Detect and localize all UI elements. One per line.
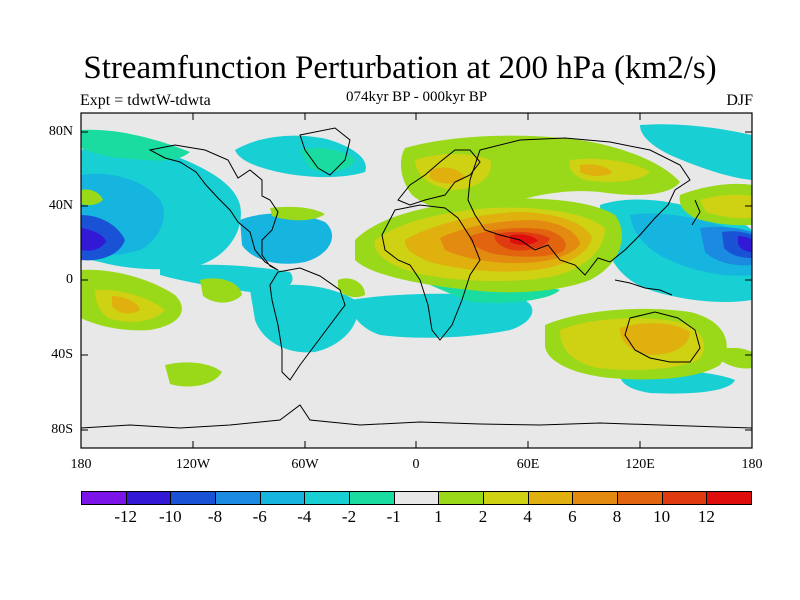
colorbar-box	[215, 491, 261, 505]
green-region-south-pacific	[165, 362, 222, 387]
japan-coast	[691, 199, 701, 226]
plot-title: Streamfunction Perturbation at 200 hPa (…	[83, 50, 717, 86]
orange-core-central-pacific	[112, 296, 140, 314]
europe-coast	[397, 149, 481, 206]
colorbar-box	[438, 491, 484, 505]
colorbar-label: 12	[697, 507, 715, 526]
lat-label-40n: 40N	[48, 198, 73, 213]
green-region-mid-atlantic	[270, 206, 325, 221]
deep-red-core-middle-east	[510, 234, 538, 245]
colorbar-box	[527, 491, 574, 505]
colorbar-box	[661, 491, 708, 505]
colorbar-label: -6	[252, 507, 267, 526]
purple-core-west	[81, 228, 106, 251]
colorbar-label: -4	[297, 507, 312, 526]
colorbar-box	[349, 491, 395, 505]
lat-label-40s: 40S	[51, 347, 73, 362]
lon-label-0: 0	[412, 457, 420, 472]
colorbar-box	[304, 491, 350, 505]
coastlines	[81, 127, 752, 429]
cyan-band-subtropics	[160, 264, 293, 293]
colorbar-label: 1	[434, 507, 443, 526]
colorbar-box	[572, 491, 618, 505]
indonesia-coast	[614, 279, 673, 296]
colorbar-label: -12	[114, 507, 137, 526]
lon-label-120w: 120W	[175, 457, 211, 472]
lon-label-60w: 60W	[291, 457, 319, 472]
cyan-region-arctic-east	[640, 124, 752, 180]
colorbar-label: 10	[653, 507, 671, 526]
cyan-region-north-america	[240, 213, 333, 264]
cyan-region-north-atlantic-east	[300, 148, 355, 172]
south-america-coast	[269, 267, 346, 381]
cyan-region-arctic-west	[81, 129, 190, 161]
lon-ticks	[192, 113, 641, 448]
experiment-label: Expt = tdwtW-tdwta	[80, 92, 211, 109]
lat-label-80s: 80S	[51, 422, 73, 437]
yellow-region-north-pacific-east	[700, 194, 752, 219]
lon-label-60e: 60E	[516, 457, 540, 472]
lon-label-120e: 120E	[625, 457, 655, 472]
orange-core-siberia	[580, 164, 612, 176]
plot-subtitle: 074kyr BP - 000kyr BP	[345, 89, 488, 105]
purple-core-east	[738, 236, 752, 252]
orange-core-europe	[430, 167, 465, 184]
colorbar-label: -1	[386, 507, 401, 526]
australia-coast	[624, 311, 701, 363]
lat-ticks	[81, 131, 752, 431]
green-region-east-atlantic	[338, 278, 365, 298]
colorbar-box	[393, 491, 440, 505]
lon-label-180w: 180	[70, 457, 92, 472]
field-layer	[81, 113, 752, 448]
green-region-south-america-east	[200, 278, 242, 303]
colorbar-box	[706, 491, 752, 505]
cyan-region-south-america	[250, 284, 358, 353]
colorbar-label: 4	[523, 507, 532, 526]
colorbar-label: 2	[478, 507, 488, 526]
green-region-southern-indian	[718, 347, 752, 369]
colorbar-label: 6	[568, 507, 577, 526]
colorbar-label: 8	[612, 507, 622, 526]
colorbar-label: -2	[341, 507, 357, 526]
cyan-band-southern-ocean	[460, 303, 505, 329]
asia-coast	[467, 137, 691, 276]
colorbar-label: -8	[207, 507, 223, 526]
africa-coast	[381, 204, 481, 341]
antarctica-coast	[81, 404, 752, 429]
north-america-coast	[148, 144, 279, 271]
colorbar-box	[617, 491, 663, 505]
colorbar-box	[81, 491, 127, 505]
greenland-coast	[299, 127, 351, 176]
orange-core-australia	[620, 323, 690, 355]
green-region-eurasia-north	[400, 135, 680, 214]
lat-label-80n: 80N	[48, 124, 73, 139]
colorbar-box	[259, 491, 306, 505]
green-region-north-atlantic	[81, 189, 103, 206]
colorbar-box	[170, 491, 216, 505]
lon-label-180e: 180	[741, 457, 763, 472]
season-label: DJF	[726, 92, 753, 109]
lat-label-equator: 0	[66, 272, 73, 287]
colorbar-box	[483, 491, 529, 505]
colorbar-label: -10	[158, 507, 182, 526]
colorbar-box	[125, 491, 172, 505]
